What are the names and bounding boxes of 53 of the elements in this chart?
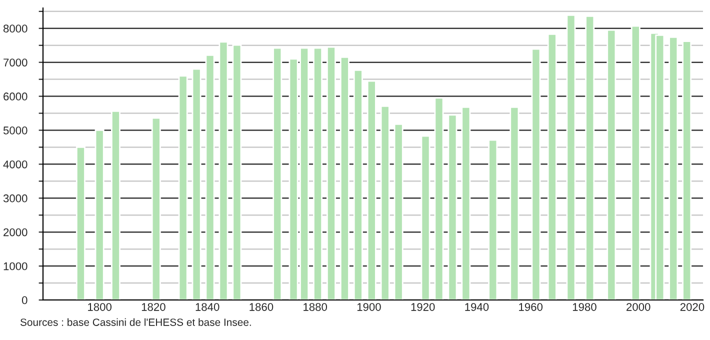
bar	[366, 80, 376, 300]
bar	[420, 135, 430, 300]
x-tick-label: 1800	[88, 303, 112, 311]
y-tick-label: 7000	[4, 58, 28, 66]
x-tick-label: 1860	[250, 303, 274, 311]
bar	[682, 40, 692, 300]
y-tick-label: 1000	[4, 262, 28, 270]
bar	[488, 139, 498, 300]
bar	[585, 15, 595, 300]
bar	[340, 56, 350, 300]
bar	[547, 33, 557, 300]
x-tick-label: 2020	[680, 303, 704, 311]
bar	[94, 130, 104, 300]
bar	[630, 25, 640, 300]
bar	[434, 97, 444, 300]
bar	[531, 48, 541, 300]
bar	[448, 114, 458, 300]
bar	[326, 46, 336, 300]
y-tick-label: 2000	[4, 228, 28, 236]
bar	[151, 117, 161, 300]
bar	[272, 47, 282, 300]
x-tick-label: 1900	[357, 303, 381, 311]
y-tick-label: 4000	[3, 160, 28, 168]
y-tick-label: 6000	[4, 92, 28, 100]
bar	[510, 106, 520, 300]
bar	[353, 69, 363, 300]
bar	[192, 68, 202, 300]
source-note: Sources : base Cassini de l'EHESS et base Insee.	[20, 318, 251, 326]
bar	[380, 105, 390, 300]
x-tick-label: 1820	[142, 303, 166, 311]
bar	[232, 44, 242, 300]
bar	[178, 75, 188, 300]
bar	[668, 36, 678, 300]
x-tick-label: 1880	[304, 303, 328, 311]
y-tick-label: 0	[22, 296, 28, 304]
y-tick-label: 3000	[3, 194, 28, 202]
x-tick-label: 2000	[626, 303, 650, 311]
x-tick-label: 1960	[519, 303, 543, 311]
bar	[606, 29, 616, 300]
bar	[205, 54, 215, 300]
x-tick-label: 1980	[572, 303, 596, 311]
bar	[566, 14, 576, 300]
bar	[218, 41, 228, 300]
bar	[394, 123, 404, 300]
y-tick-label: 8000	[3, 24, 28, 33]
bar	[76, 146, 86, 300]
bar	[111, 110, 120, 300]
bar	[313, 47, 323, 300]
x-tick-label: 1840	[196, 303, 220, 311]
y-tick-label: 5000	[3, 126, 28, 134]
bar	[461, 106, 471, 300]
x-tick-label: 1940	[465, 303, 489, 311]
x-tick-label: 1920	[411, 303, 435, 311]
